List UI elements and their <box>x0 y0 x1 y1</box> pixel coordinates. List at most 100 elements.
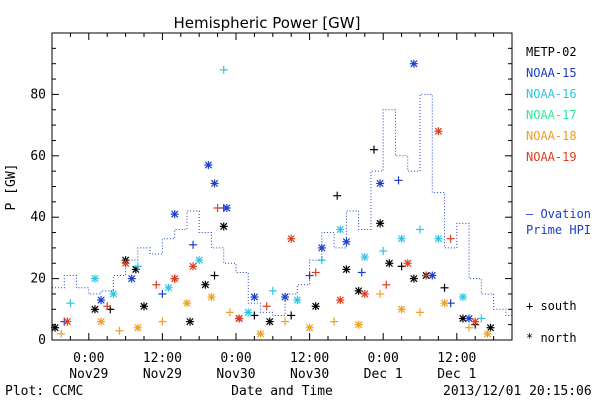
legend-entry: Prime HPI <box>526 223 591 237</box>
south-marker <box>152 280 161 289</box>
south-marker <box>133 262 142 271</box>
north-marker <box>189 262 198 271</box>
north-marker <box>186 317 194 326</box>
x-tick-label-time: 12:00 <box>437 351 476 366</box>
x-tick-label-date: Dec 1 <box>437 367 476 382</box>
north-marker <box>486 323 495 332</box>
south-marker <box>477 314 486 323</box>
south-marker <box>357 268 366 277</box>
north-marker <box>409 59 418 68</box>
north-marker <box>471 317 480 326</box>
north-marker <box>204 161 213 170</box>
north-marker <box>109 289 118 298</box>
legend-entry: NOAA-16 <box>526 87 577 101</box>
north-marker <box>127 274 136 283</box>
ovation-hpi-line <box>52 93 512 316</box>
north-marker <box>256 329 265 338</box>
y-axis: 0 20 40 60 80 <box>30 32 512 348</box>
south-marker <box>330 317 339 326</box>
south-marker <box>397 262 406 271</box>
south-marker <box>158 289 167 298</box>
north-marker <box>342 237 351 246</box>
y-tick-label: 0 <box>38 333 46 348</box>
y-tick-label: 80 <box>30 87 46 102</box>
y-tick-label: 60 <box>30 149 46 164</box>
south-marker <box>213 203 222 212</box>
south-marker <box>262 302 271 311</box>
north-marker <box>133 323 142 332</box>
south-marker <box>416 308 424 317</box>
south-marker <box>287 311 296 320</box>
north-marker <box>250 293 259 302</box>
north-marker <box>210 179 219 188</box>
north-marker <box>90 305 99 314</box>
south-marker <box>311 268 320 277</box>
north-marker <box>376 219 385 228</box>
north-marker <box>434 234 443 243</box>
north-marker <box>182 299 191 308</box>
south-marker <box>422 271 431 280</box>
north-marker <box>97 296 106 305</box>
north-marker <box>201 280 210 289</box>
north-marker <box>360 253 369 262</box>
footer-plot-credit: Plot: CCMC <box>5 384 83 399</box>
south-marker <box>370 145 378 154</box>
x-tick-label-time: 0:00 <box>368 351 399 366</box>
north-marker <box>287 234 296 243</box>
x-tick-label-date: Nov30 <box>216 367 255 382</box>
north-marker <box>458 293 467 302</box>
south-marker <box>465 323 474 332</box>
north-marker <box>207 293 216 302</box>
south-marker <box>57 329 66 338</box>
north-marker <box>244 308 253 317</box>
north-marker <box>403 259 412 268</box>
north-marker <box>409 274 418 283</box>
south-marker <box>103 302 112 311</box>
y-tick-label: 40 <box>30 210 46 225</box>
x-tick-label-date: Nov29 <box>69 367 108 382</box>
north-marker <box>265 317 274 326</box>
legend-entry: — Ovation <box>526 207 591 221</box>
south-marker <box>446 234 455 243</box>
south-marker <box>440 283 449 292</box>
north-marker <box>434 127 443 136</box>
north-marker <box>354 320 363 329</box>
x-axis-label: Date and Time <box>231 384 333 399</box>
south-marker <box>281 317 290 326</box>
south-marker <box>219 65 228 74</box>
north-marker <box>465 314 474 323</box>
legend-entry: NOAA-19 <box>526 150 577 164</box>
x-tick-label-date: Dec 1 <box>364 367 403 382</box>
south-marker <box>416 225 424 234</box>
north-marker <box>219 222 228 231</box>
south-marker <box>250 311 259 320</box>
south-marker <box>158 317 167 326</box>
south-marker <box>379 246 388 255</box>
north-marker <box>235 314 244 323</box>
x-tick-label-date: Nov29 <box>143 367 182 382</box>
north-marker <box>376 179 385 188</box>
north-marker <box>311 302 320 311</box>
north-marker <box>336 296 345 305</box>
plot-content <box>51 59 512 338</box>
marker-legend-south: + south <box>526 299 577 313</box>
legend-entry: METP-02 <box>526 45 577 59</box>
x-tick-label-time: 0:00 <box>73 351 104 366</box>
footer-timestamp: 2013/12/01 20:15:06 <box>443 384 592 399</box>
north-marker <box>336 225 345 234</box>
north-marker <box>342 265 351 274</box>
x-tick-label-time: 12:00 <box>143 351 182 366</box>
north-marker <box>170 210 179 219</box>
north-marker <box>397 305 406 314</box>
north-marker <box>305 323 314 332</box>
y-tick-label: 20 <box>30 272 46 287</box>
north-marker <box>385 259 394 268</box>
north-marker <box>63 317 72 326</box>
north-marker <box>293 296 302 305</box>
south-marker <box>225 308 234 317</box>
north-marker <box>483 329 492 338</box>
south-marker <box>115 326 124 335</box>
north-marker <box>360 289 369 298</box>
south-marker <box>394 176 403 185</box>
x-tick-label-time: 12:00 <box>290 351 329 366</box>
